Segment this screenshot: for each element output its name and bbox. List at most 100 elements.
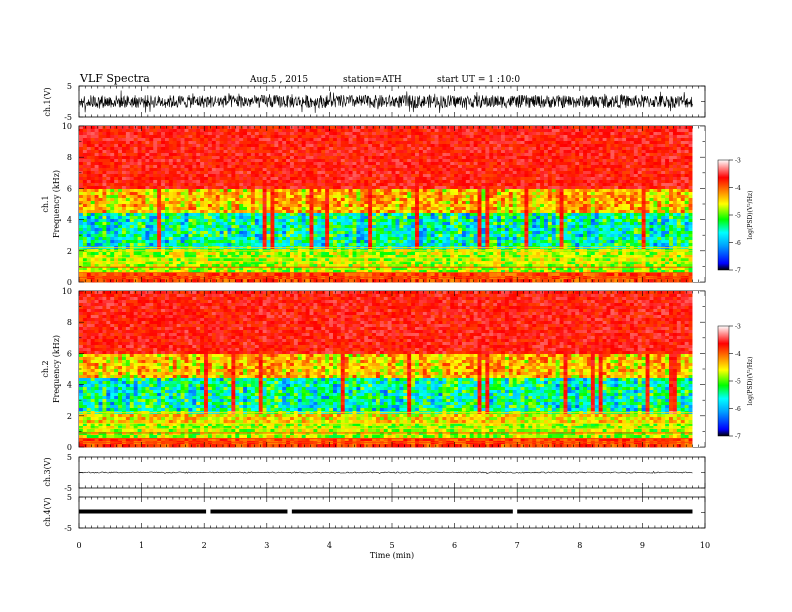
spectrogram-cell (258, 252, 264, 256)
spectrogram-cell (188, 279, 193, 283)
spectrogram-cell (286, 156, 291, 160)
spectrogram-cell (188, 165, 193, 169)
spectrogram-cell (176, 261, 181, 265)
spectrogram-cell (161, 198, 166, 202)
spectrogram-cell (204, 195, 209, 199)
spectrogram-cell (102, 150, 107, 154)
spectrogram-cell (282, 165, 287, 169)
spectrogram-cell (422, 147, 428, 151)
spectrogram-cell (196, 141, 201, 145)
spectrogram-cell (313, 219, 318, 223)
spectrogram-cell (368, 234, 373, 238)
spectrogram-cell (274, 195, 279, 199)
spectrogram-cell (352, 201, 357, 205)
spectrogram-cell (368, 132, 373, 136)
spectrogram-cell (348, 171, 353, 175)
spectrogram-cell (379, 126, 385, 130)
spectrogram-cell (426, 192, 432, 196)
spectrogram-cell (407, 222, 412, 226)
spectrogram-cell (430, 207, 435, 211)
spectrogram-cell (215, 174, 221, 178)
spectrogram-cell (188, 231, 193, 235)
spectrogram-cell (98, 255, 103, 259)
spectrogram-cell (426, 213, 432, 217)
spectrogram-cell (266, 171, 271, 175)
spectrogram-cell (172, 222, 178, 226)
spectrogram-cell (114, 201, 119, 205)
spectrogram-cell (438, 156, 443, 160)
spectrogram-cell (360, 150, 365, 154)
spectrogram-cell (332, 129, 338, 133)
spectrogram-cell (227, 207, 232, 211)
spectrogram-cell (407, 207, 412, 211)
spectrogram-cell (79, 135, 84, 139)
spectrogram-cell (231, 216, 236, 220)
spectrogram-cell (266, 237, 271, 241)
spectrogram-cell (79, 159, 84, 163)
spectrogram-cell (243, 261, 248, 265)
spectrogram-cell (164, 177, 170, 181)
spectrogram-cell (399, 231, 404, 235)
spectrogram-cell (114, 165, 119, 169)
spectrogram-cell (129, 237, 135, 241)
spectrogram-cell (79, 213, 84, 217)
spectrogram-cell (266, 219, 271, 223)
spectrogram-cell (133, 216, 139, 220)
spectrogram-cell (399, 243, 404, 247)
spectrogram-cell (145, 129, 150, 133)
spectrogram-cell (293, 270, 299, 274)
spectrogram-cell (274, 186, 279, 190)
spectrogram-cell (293, 210, 299, 214)
spectrogram-cell (309, 150, 314, 154)
spectrogram-cell (407, 261, 412, 265)
spectrogram-cell (395, 261, 400, 265)
spectrogram-cell (168, 138, 174, 142)
spectrogram-cell (196, 198, 201, 202)
spectrogram-cell (188, 210, 193, 214)
spectrogram-cell (207, 198, 213, 202)
spectrogram-cell (293, 144, 299, 148)
spectrogram-cell (446, 243, 451, 247)
spectrogram-cell (254, 198, 260, 202)
spectrogram-cell (90, 279, 96, 283)
spectrogram-cell (215, 150, 221, 154)
spectrogram-cell (344, 201, 350, 205)
spectrogram-cell (372, 180, 377, 184)
spectrogram-cell (364, 162, 369, 166)
spectrogram-cell (161, 213, 166, 217)
spectrogram-cell (372, 273, 377, 277)
spectrogram-cell (321, 141, 326, 145)
spectrogram-cell (282, 183, 287, 187)
spectrogram-cell (227, 186, 232, 190)
spectrogram-cell (262, 207, 267, 211)
spectrogram-cell (305, 144, 310, 148)
spectrogram-cell (235, 168, 240, 172)
spectrogram-cell (364, 252, 369, 256)
spectrogram-cell (387, 252, 392, 256)
spectrogram-cell (86, 156, 92, 160)
spectrogram-cell (98, 180, 103, 184)
spectrogram-cell (352, 234, 357, 238)
spectrogram-cell (290, 147, 295, 151)
spectrogram-cell (407, 267, 412, 271)
spectrogram-cell (118, 138, 123, 142)
spectrogram-cell (219, 147, 224, 151)
spectrogram-cell (399, 156, 404, 160)
spectrogram-cell (438, 165, 443, 169)
spectrogram-cell (407, 186, 412, 190)
spectrogram-cell (305, 207, 310, 211)
spectrogram-cell (153, 141, 158, 145)
spectrogram-cell (239, 264, 244, 268)
spectrogram-cell (290, 255, 295, 259)
spectrogram-cell (266, 186, 271, 190)
spectrogram-cell (317, 273, 322, 277)
spectrogram-cell (121, 174, 127, 178)
spectrogram-cell (438, 213, 443, 217)
spectrogram-cell (243, 156, 248, 160)
spectrogram-cell (438, 171, 443, 175)
spectrogram-cell (411, 264, 416, 268)
spectrogram-cell (141, 234, 146, 238)
spectrogram-cell (442, 198, 447, 202)
spectrogram-cell (176, 234, 181, 238)
spectrogram-cell (340, 162, 346, 166)
